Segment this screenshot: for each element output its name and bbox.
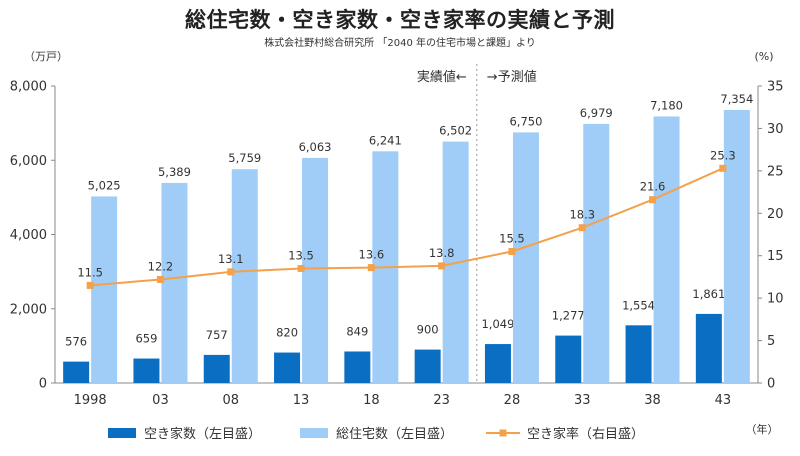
vacant-value-label: 1,277 <box>552 309 585 323</box>
rate-value-label: 25.3 <box>710 148 736 162</box>
total-value-label: 6,750 <box>509 114 542 128</box>
right-tick-label: 20 <box>767 207 784 222</box>
total-value-label: 6,063 <box>299 140 332 154</box>
legend-rate-label: 空き家率（右目盛） <box>527 426 644 442</box>
vacant-value-label: 900 <box>417 323 439 337</box>
total-value-label: 6,979 <box>580 106 613 120</box>
total-value-label: 7,354 <box>720 92 753 106</box>
total-value-label: 5,025 <box>88 178 121 192</box>
rate-value-label: 15.5 <box>499 231 525 245</box>
legend-vacant-swatch <box>108 428 136 438</box>
vacant-value-label: 576 <box>65 335 87 349</box>
total-value-label: 5,389 <box>158 165 191 179</box>
x-tick-label: 43 <box>715 393 732 408</box>
total-bar <box>302 157 329 383</box>
rate-point <box>578 224 586 232</box>
forecast-label: →予測値 <box>487 69 537 85</box>
chart-title: 総住宅数・空き家数・空き家率の実績と予測 <box>185 8 615 32</box>
left-tick-label: 8,000 <box>10 80 47 95</box>
rate-line <box>90 167 724 287</box>
x-tick-label: 08 <box>222 393 239 408</box>
x-tick-label: 03 <box>152 393 169 408</box>
vacant-value-label: 1,554 <box>622 298 655 312</box>
right-tick-label: 15 <box>767 249 784 264</box>
x-tick-label: 38 <box>644 393 661 408</box>
right-tick-label: 30 <box>767 122 784 137</box>
vacant-bar <box>695 313 722 383</box>
rate-value-label: 18.3 <box>569 208 595 222</box>
vacant-bar <box>133 358 160 383</box>
left-axis-unit: （万戸） <box>24 50 68 63</box>
vacant-bar <box>484 344 511 383</box>
x-tick-label: 1998 <box>74 393 107 408</box>
vacant-bar <box>555 335 582 383</box>
total-bar <box>161 182 188 383</box>
rate-point <box>508 247 516 255</box>
total-bar <box>653 116 680 383</box>
right-axis-unit: (%) <box>754 50 773 63</box>
legend-total-label: 総住宅数（左目盛） <box>336 427 453 442</box>
right-tick-label: 35 <box>767 80 784 95</box>
total-value-label: 7,180 <box>650 98 683 112</box>
vacant-value-label: 757 <box>206 328 228 342</box>
rate-point <box>156 275 164 283</box>
rate-point <box>297 264 305 272</box>
x-tick-label: 18 <box>363 393 380 408</box>
left-tick-label: 6,000 <box>10 154 47 169</box>
legend-vacant-label: 空き家数（左目盛） <box>144 426 261 442</box>
rate-point <box>438 262 446 270</box>
total-value-label: 5,759 <box>228 151 261 165</box>
vacant-value-label: 820 <box>276 326 298 340</box>
rate-value-label: 11.5 <box>77 265 103 279</box>
total-bar <box>512 132 539 383</box>
actual-label: 実績値← <box>417 69 467 85</box>
total-bar <box>231 169 258 383</box>
vacant-bar <box>344 351 371 383</box>
vacant-value-label: 849 <box>346 324 368 338</box>
rate-value-label: 13.1 <box>218 252 244 266</box>
x-tick-label: 28 <box>504 393 521 408</box>
legend-total-swatch <box>300 428 328 438</box>
total-bar <box>583 123 610 383</box>
x-tick-label: 13 <box>293 393 310 408</box>
vacant-value-label: 1,861 <box>692 287 725 301</box>
vacant-bar <box>203 354 230 383</box>
vacant-value-label: 1,049 <box>481 317 514 331</box>
x-tick-label: 33 <box>574 393 591 408</box>
rate-point <box>367 264 375 272</box>
x-axis-unit: （年） <box>746 422 779 436</box>
left-tick-label: 2,000 <box>10 302 47 317</box>
legend-rate-swatch-point <box>499 429 507 437</box>
total-value-label: 6,241 <box>369 133 402 147</box>
rate-point <box>86 281 94 289</box>
right-tick-label: 10 <box>767 292 784 307</box>
left-tick-label: 0 <box>39 377 47 392</box>
rate-value-label: 21.6 <box>640 180 666 194</box>
vacant-bar <box>63 361 90 383</box>
right-tick-label: 25 <box>767 164 784 179</box>
rate-value-label: 13.8 <box>429 246 455 260</box>
total-bar <box>723 109 750 383</box>
right-tick-label: 5 <box>767 334 775 349</box>
rate-value-label: 13.5 <box>288 248 314 262</box>
vacant-bar <box>274 352 301 383</box>
rate-point <box>719 164 727 172</box>
vacant-bar <box>625 325 652 383</box>
rate-point <box>227 268 235 276</box>
left-tick-label: 4,000 <box>10 228 47 243</box>
vacant-value-label: 659 <box>135 332 157 346</box>
chart-subtitle: 株式会社野村総合研究所 「2040 年の住宅市場と課題」より <box>264 38 536 49</box>
rate-point <box>649 196 657 204</box>
x-tick-label: 23 <box>433 393 450 408</box>
vacant-bar <box>414 349 441 383</box>
total-value-label: 6,502 <box>439 124 472 138</box>
rate-value-label: 13.6 <box>359 248 385 262</box>
total-bar <box>91 196 118 383</box>
rate-value-label: 12.2 <box>148 259 174 273</box>
right-tick-label: 0 <box>767 377 775 392</box>
